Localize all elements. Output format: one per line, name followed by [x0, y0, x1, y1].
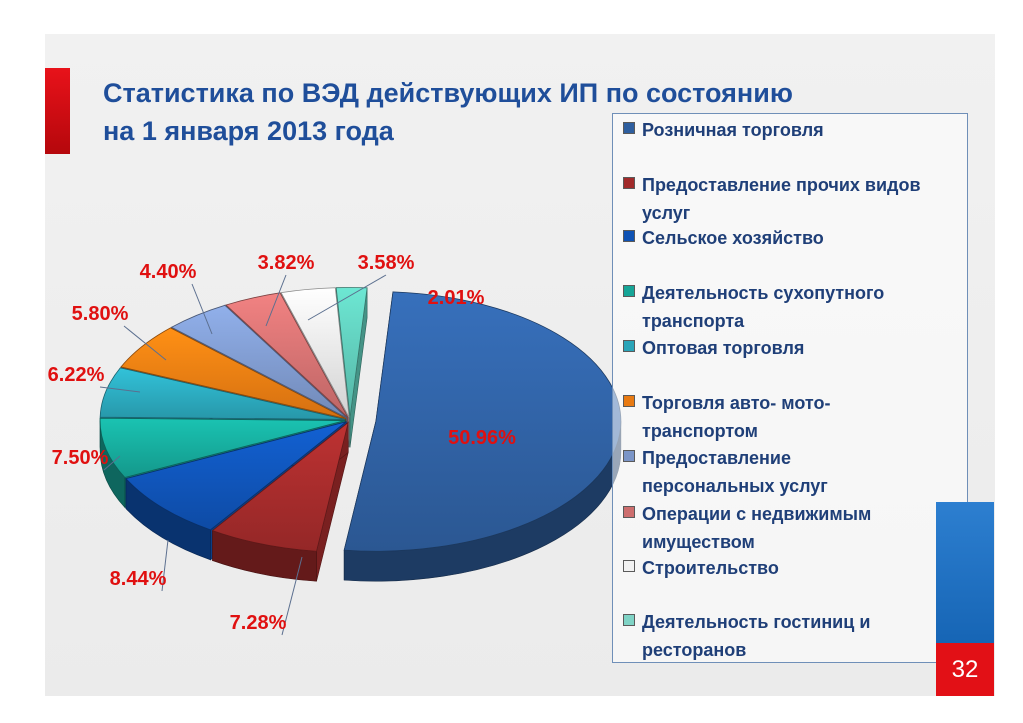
title-accent-bar — [45, 68, 70, 154]
pie-slice — [225, 292, 349, 418]
pie-data-label: 2.01% — [428, 287, 485, 309]
legend-swatch — [623, 395, 635, 407]
legend-item: Предоставление персональных услуг — [623, 444, 963, 500]
chart-legend: Розничная торговля Предоставление прочих … — [612, 113, 968, 663]
legend-label-line-1: Предоставление — [642, 448, 791, 468]
legend-swatch — [623, 122, 635, 134]
page-number-box: 32 — [936, 643, 994, 696]
legend-swatch — [623, 560, 635, 572]
legend-label-line-1: Предоставление прочих видов — [642, 175, 921, 195]
legend-label-line-1: Операции с недвижимым — [642, 504, 872, 524]
legend-item: Торговля авто- мото-транспортом — [623, 389, 963, 445]
legend-swatch — [623, 177, 635, 189]
legend-label: Предоставление персональных услуг — [642, 444, 828, 500]
legend-swatch — [623, 614, 635, 626]
leader-line — [265, 274, 287, 327]
leader-line — [103, 455, 121, 471]
pie-slice — [99, 367, 346, 420]
legend-item: Деятельность гостиниц и ресторанов — [623, 608, 963, 664]
leader-line — [307, 274, 387, 321]
legend-item: Предоставление прочих видов услуг — [623, 171, 963, 227]
legend-item: Операции с недвижимым имуществом — [623, 500, 963, 556]
leader-line — [161, 539, 169, 592]
legend-label-line-1: Строительство — [642, 558, 779, 578]
pie-data-label: 3.82% — [258, 252, 315, 274]
pie-slice — [99, 417, 346, 478]
legend-label-line-1: Оптовая торговля — [642, 338, 805, 358]
pie-data-label: 50.96% — [448, 427, 516, 449]
legend-swatch — [623, 506, 635, 518]
legend-label-line-1: Деятельность сухопутного — [642, 283, 885, 303]
legend-label-line-2: транспорта — [642, 311, 745, 331]
pie-data-label: 3.58% — [358, 252, 415, 274]
pie-data-labels: 50.96% 7.28% 8.44% 7.50% 6.22% 5.80% 4.40% 3.82… — [48, 252, 516, 636]
pie-slice — [280, 287, 350, 418]
legend-label: Предоставление прочих видов услуг — [642, 171, 921, 227]
pie-data-label: 4.40% — [140, 261, 197, 283]
pie-data-label: 8.44% — [110, 568, 167, 590]
leader-line — [99, 386, 141, 393]
legend-swatch — [623, 285, 635, 297]
legend-item: Оптовая торговля — [623, 334, 963, 362]
legend-label-line-2: имуществом — [642, 532, 755, 552]
legend-label-line-2: услуг — [642, 203, 691, 223]
legend-swatch — [623, 340, 635, 352]
pie-data-label: 7.50% — [52, 447, 109, 469]
legend-label-line-2: персональных услуг — [642, 476, 828, 496]
legend-label: Строительство — [642, 554, 779, 582]
legend-item: Строительство — [623, 554, 963, 582]
slide-title-line-1: Статистика по ВЭД действующих ИП по сост… — [103, 78, 793, 108]
legend-label: Розничная торговля — [642, 116, 824, 144]
legend-label-line-1: Розничная торговля — [642, 120, 824, 140]
legend-label-line-2: ресторанов — [642, 640, 747, 660]
legend-label: Сельское хозяйство — [642, 224, 824, 252]
decorative-blue-block — [936, 502, 994, 643]
pie-data-label: 7.28% — [230, 612, 287, 634]
legend-item: Розничная торговля — [623, 116, 963, 144]
page-number: 32 — [951, 655, 979, 683]
slide-title: Статистика по ВЭД действующих ИП по сост… — [103, 74, 863, 150]
legend-label: Деятельность гостиниц и ресторанов — [642, 608, 870, 664]
leader-line — [191, 283, 213, 335]
pie-slice — [120, 327, 347, 419]
legend-label-line-1: Деятельность гостиниц и — [642, 612, 871, 632]
legend-swatch — [623, 450, 635, 462]
legend-item: Сельское хозяйство — [623, 224, 963, 252]
legend-label-line-2: транспортом — [642, 421, 758, 441]
legend-label-line-1: Сельское хозяйство — [642, 228, 824, 248]
pie-tops — [99, 287, 622, 552]
legend-label: Деятельность сухопутного транспорта — [642, 279, 884, 335]
pie-slice — [335, 287, 368, 418]
leader-line — [281, 556, 303, 636]
pie-slice — [211, 421, 349, 552]
legend-item: Деятельность сухопутного транспорта — [623, 279, 963, 335]
legend-label: Оптовая торговля — [642, 334, 804, 362]
legend-label-line-1: Торговля авто- мото- — [642, 393, 831, 413]
slide-title-line-2: на 1 января 2013 года — [103, 116, 394, 146]
pie-slice — [125, 421, 347, 531]
leader-line — [123, 325, 167, 361]
legend-swatch — [623, 230, 635, 242]
pie-data-label: 6.22% — [48, 364, 105, 386]
pie-slice — [170, 304, 348, 419]
legend-label: Операции с недвижимым имуществом — [642, 500, 871, 556]
legend-label: Торговля авто- мото-транспортом — [642, 389, 830, 445]
pie-data-label: 5.80% — [72, 303, 129, 325]
